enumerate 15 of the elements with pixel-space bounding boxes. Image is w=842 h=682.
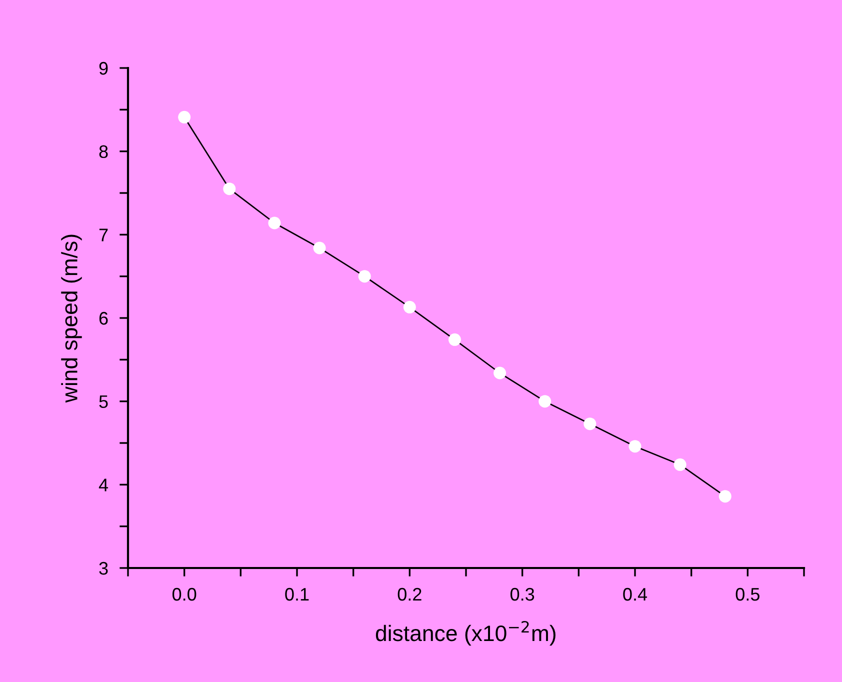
- x-tick-label: 0.0: [172, 588, 196, 601]
- y-tick-label: 6: [99, 312, 108, 325]
- x-tick-label: 0.1: [285, 588, 309, 601]
- y-tick-label: 4: [98, 478, 108, 492]
- y-tick-label: 9: [99, 62, 108, 75]
- x-tick-label: 0.4: [623, 588, 648, 601]
- y-tick-label: 5: [99, 395, 108, 408]
- y-tick-label: 7: [99, 228, 108, 242]
- y-tick-label: 8: [99, 145, 108, 158]
- x-axis-title: distance (x10$^{−2}$m): [376, 620, 556, 646]
- x-tick-label: 0.5: [736, 588, 760, 601]
- x-tick-label: 0.3: [510, 588, 534, 601]
- y-axis-title: wind speed (m/s): [61, 234, 82, 403]
- y-tick-label: 3: [99, 562, 108, 575]
- x-tick-label: 0.2: [398, 588, 422, 601]
